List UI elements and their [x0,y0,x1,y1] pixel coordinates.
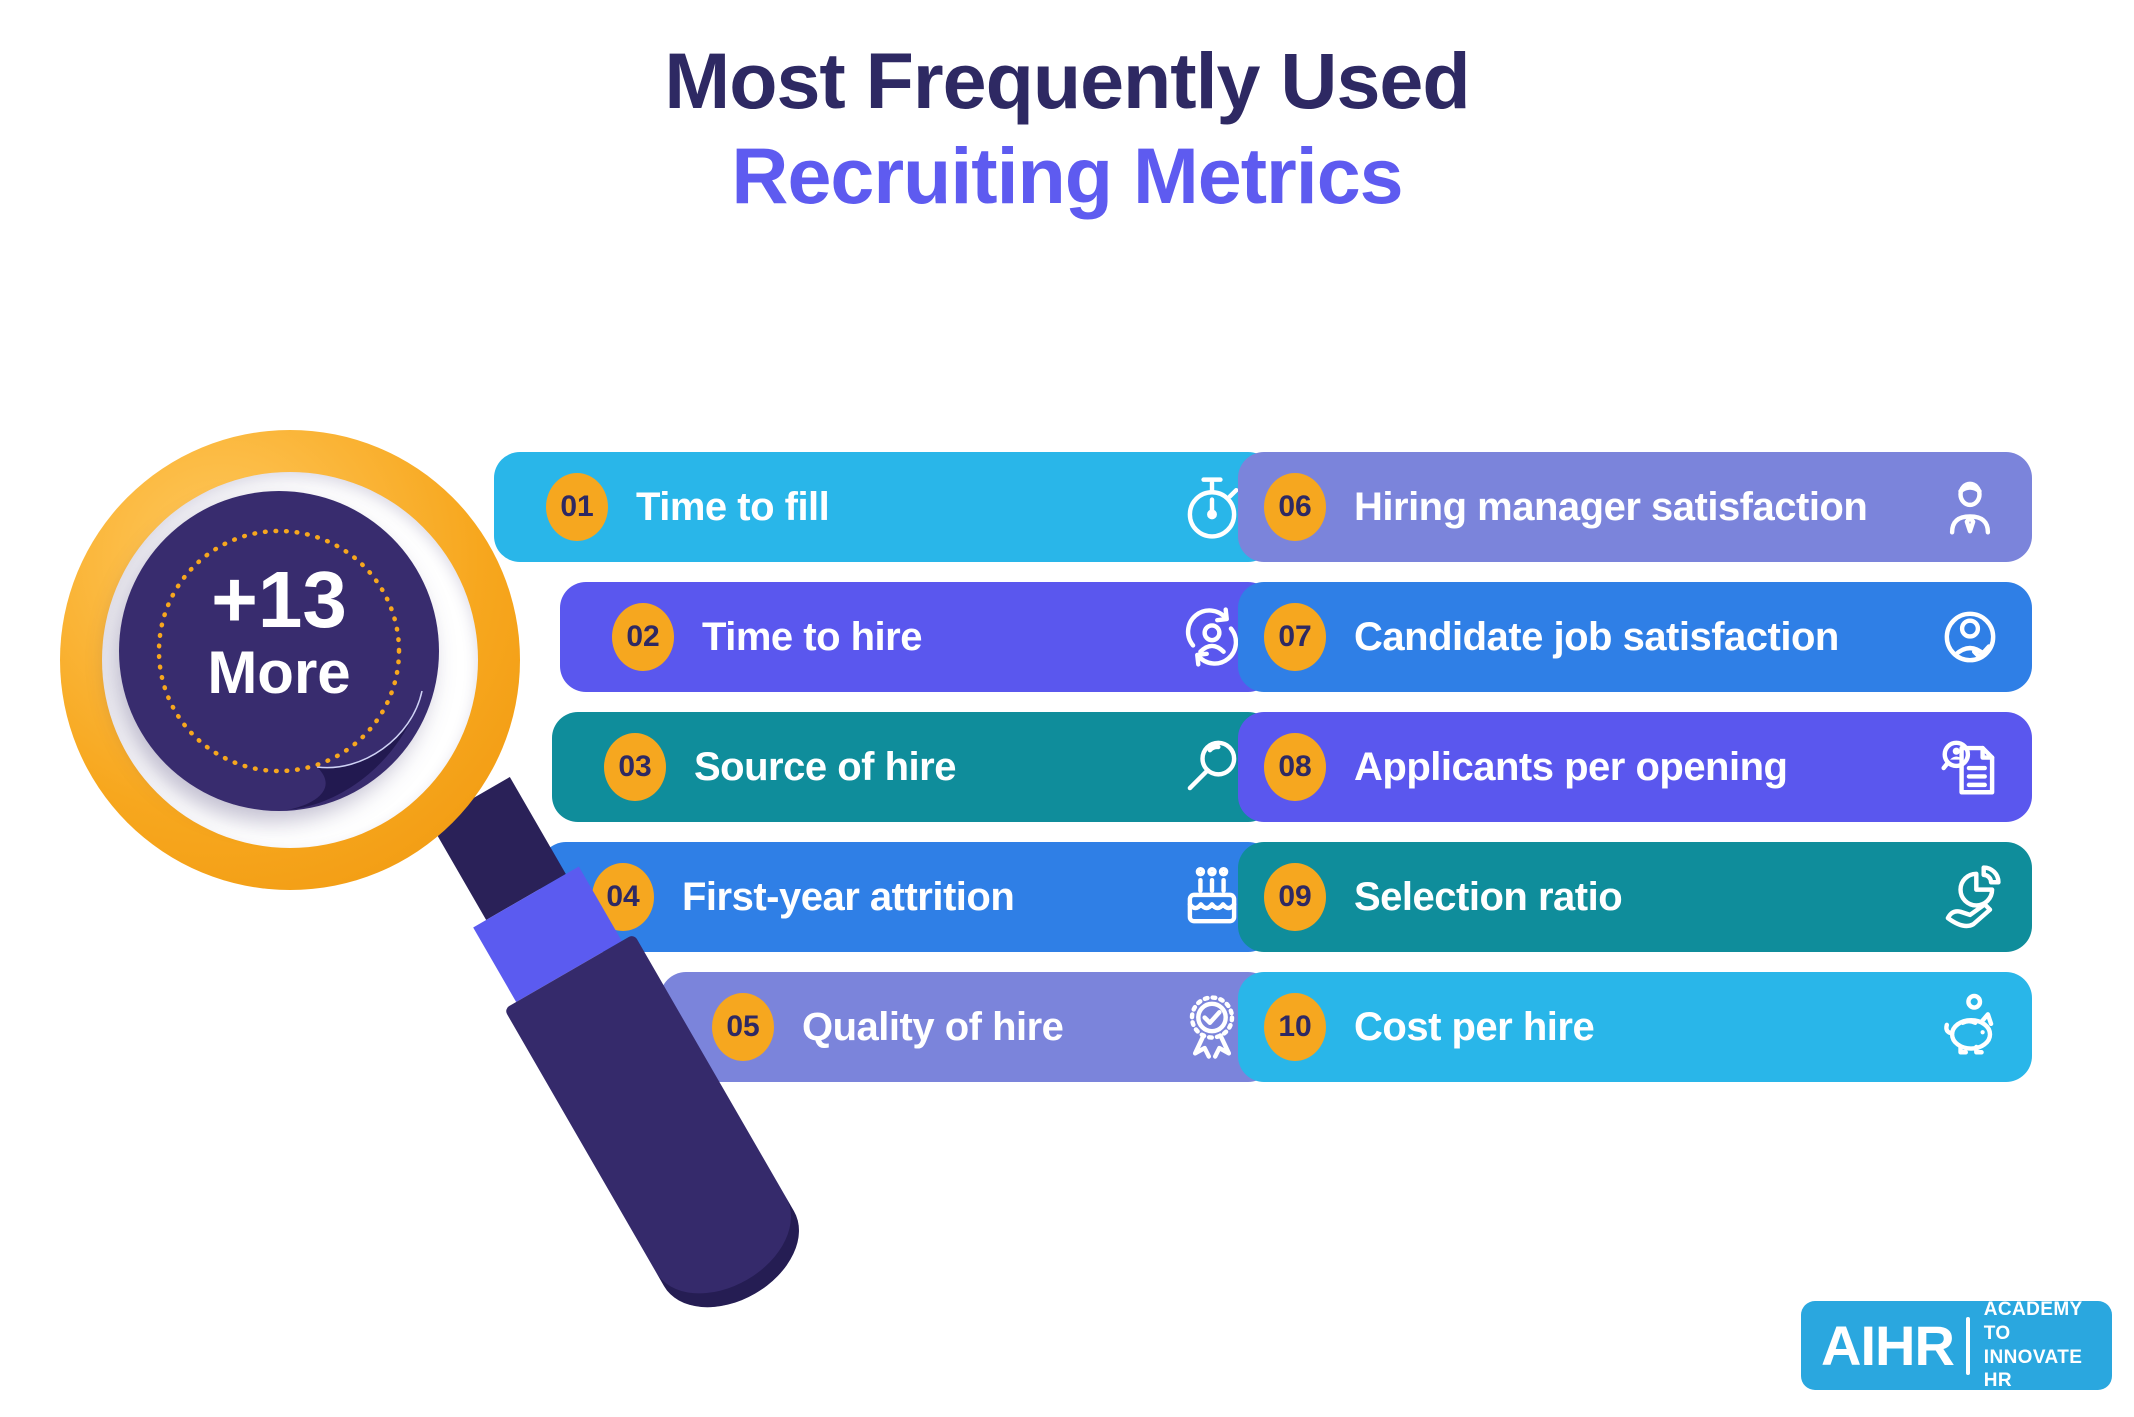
piggy-bank-icon [1930,987,2010,1067]
metric-label: Cost per hire [1354,1004,1595,1049]
metric-bar-candidate-job-satisfaction: 07 Candidate job satisfaction [1238,582,2032,692]
metric-number: 07 [1278,620,1312,653]
metric-bar-time-to-hire: 02 Time to hire [560,582,1274,692]
more-count: +13 [211,555,347,644]
person-check-icon [1930,597,2010,677]
metric-bar-quality-of-hire: 05 Quality of hire [660,972,1274,1082]
award-ribbon-icon [1172,987,1252,1067]
metric-label: Hiring manager satisfaction [1354,484,1868,529]
metric-number: 06 [1278,490,1312,523]
metric-label: Time to fill [636,484,830,529]
metric-label: Applicants per opening [1354,744,1788,789]
stopwatch-icon [1172,467,1252,547]
metric-bar-applicants-per-opening: 08 Applicants per opening [1238,712,2032,822]
metric-number-badge: 09 [1264,863,1326,931]
person-cycle-icon [1172,597,1252,677]
tagline-line2: INNOVATE HR [1983,1346,2083,1392]
magnifier-icon [1172,727,1252,807]
metric-number-badge: 05 [712,993,774,1061]
metric-bar-time-to-fill: 01 Time to fill [494,452,1274,562]
more-metrics-sticker: +13 More [112,486,446,820]
metric-number: 01 [560,490,594,523]
metric-bar-cost-per-hire: 10 Cost per hire [1238,972,2032,1082]
metric-number-badge: 07 [1264,603,1326,671]
metric-label: Selection ratio [1354,874,1623,919]
aihr-logo-tagline: ACADEMY TO INNOVATE HR [1984,1298,2112,1393]
more-label: More [207,639,351,706]
metric-number-badge: 08 [1264,733,1326,801]
metric-number-badge: 01 [546,473,608,541]
birthday-cake-icon [1172,857,1252,937]
aihr-logo: AIHR ACADEMY TO INNOVATE HR [1801,1298,2112,1393]
metric-bar-hiring-manager-satisfaction: 06 Hiring manager satisfaction [1238,452,2032,562]
manager-icon [1930,467,2010,547]
more-metrics-text: +13 More [112,560,446,706]
metric-label: First-year attrition [682,874,1015,919]
tagline-line1: ACADEMY TO [1983,1299,2083,1344]
metric-number: 09 [1278,880,1312,913]
metric-bar-first-year-attrition: 04 First-year attrition [540,842,1274,952]
aihr-logo-brand: AIHR [1821,1314,1955,1377]
pie-chart-hand-icon [1930,857,2010,937]
metric-label: Candidate job satisfaction [1354,614,1839,659]
metric-label: Source of hire [694,744,956,789]
metric-number: 03 [618,750,652,783]
page-title: Most Frequently Used Recruiting Metrics [0,34,2134,224]
metric-number: 10 [1278,1010,1312,1043]
metric-number: 05 [726,1010,760,1043]
metric-bar-selection-ratio: 09 Selection ratio [1238,842,2032,952]
metric-number: 02 [626,620,660,653]
metric-number: 04 [606,880,640,913]
metric-number-badge: 06 [1264,473,1326,541]
metric-number-badge: 02 [612,603,674,671]
metric-label: Quality of hire [802,1004,1064,1049]
metric-number-badge: 03 [604,733,666,801]
logo-divider [1965,1316,1970,1375]
sticker-shape [119,491,439,811]
metric-bar-source-of-hire: 03 Source of hire [552,712,1274,822]
metric-number: 08 [1278,750,1312,783]
metric-label: Time to hire [702,614,922,659]
applicant-document-icon [1930,727,2010,807]
metric-number-badge: 10 [1264,993,1326,1061]
page-title-line1: Most Frequently Used [664,36,1470,125]
page-title-line2: Recruiting Metrics [731,130,1403,220]
